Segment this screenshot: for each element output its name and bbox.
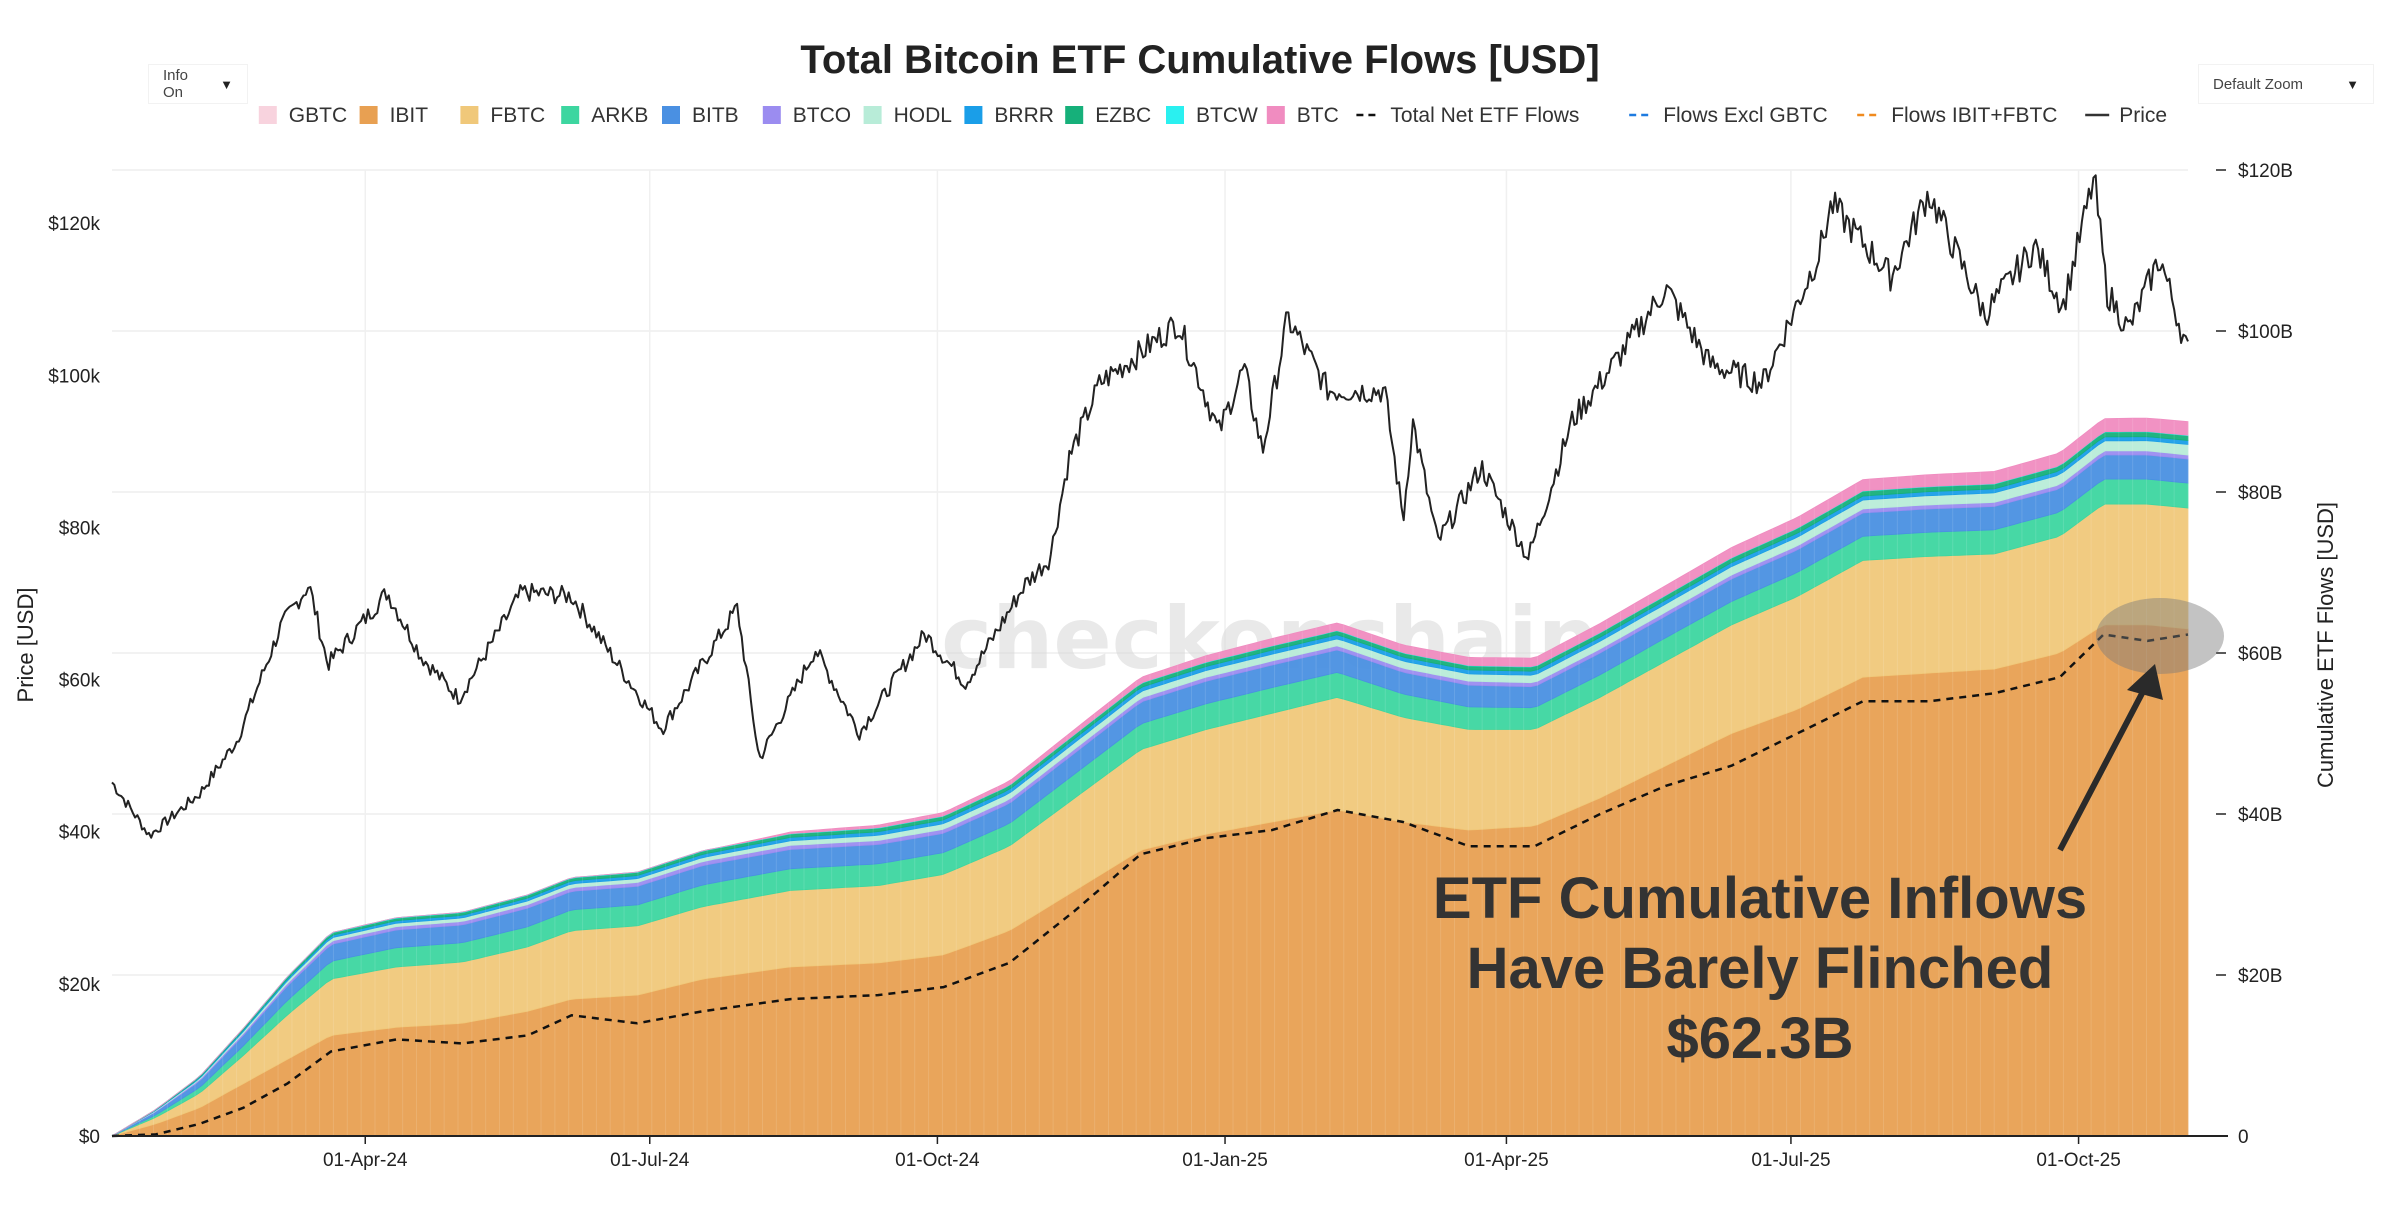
y-left-tick-label: $40k (59, 823, 101, 844)
annotation-line-3: $62.3B (1666, 1006, 1853, 1071)
annotation: ETF Cumulative Inflows Have Barely Flinc… (1433, 598, 2224, 1071)
y-left-tick-label: $0 (79, 1127, 100, 1148)
legend-label: Flows Excl GBTC (1663, 104, 1828, 127)
legend-label: BRRR (994, 104, 1054, 127)
legend-swatch (1166, 106, 1184, 124)
legend-item-ibit[interactable]: IBIT (359, 104, 429, 127)
highlight-ellipse (2096, 598, 2224, 674)
legend-swatch (662, 106, 680, 124)
legend-item-total-net-etf-flows[interactable]: Total Net ETF Flows (1356, 104, 1579, 127)
legend-swatch (258, 106, 277, 124)
legend-item-flows-ibit-fbtc[interactable]: Flows IBIT+FBTC (1857, 104, 2057, 127)
legend-label: Total Net ETF Flows (1390, 104, 1579, 127)
y-left-tick-label: $100k (48, 366, 100, 387)
info-toggle-label: Info On (163, 67, 189, 101)
y-right-tick-label: 0 (2238, 1127, 2249, 1148)
legend-item-btc[interactable]: BTC (1266, 104, 1339, 127)
y-right-tick-label: $20B (2238, 966, 2282, 987)
legend-swatch (1065, 106, 1084, 124)
legend-label: BTCW (1196, 104, 1258, 127)
legend-label: Price (2119, 104, 2167, 127)
x-tick-label: 01-Jan-25 (1182, 1150, 1268, 1171)
chevron-down-icon: ▼ (220, 76, 233, 92)
legend[interactable]: GBTC IBIT FBTC ARKB BITB BTCO HODL BRRR EZBC BTCW… (258, 104, 2167, 127)
line-price (111, 174, 2189, 839)
y-right-tick-label: $40B (2238, 805, 2282, 826)
legend-item-btco[interactable]: BTCO (762, 104, 851, 127)
y-left-tick-label: $80k (59, 518, 101, 539)
legend-swatch (964, 106, 983, 124)
legend-item-brrr[interactable]: BRRR (964, 104, 1054, 127)
y-left-axis-title: Price [USD] (13, 588, 38, 703)
legend-item-ezbc[interactable]: EZBC (1065, 104, 1151, 127)
legend-swatch (762, 106, 781, 124)
legend-item-flows-excl-gbtc[interactable]: Flows Excl GBTC (1629, 104, 1828, 127)
y-right-tick-label: $60B (2238, 644, 2282, 665)
area-btc (111, 417, 2189, 1137)
x-tick-label: 01-Oct-24 (895, 1150, 980, 1171)
legend-label: BITB (692, 104, 739, 127)
legend-label: GBTC (289, 104, 347, 127)
axes: 01-Apr-24 01-Jul-24 01-Oct-24 01-Jan-25 01-A… (48, 161, 2293, 1171)
x-tick-label: 01-Jul-24 (610, 1150, 690, 1171)
y-right-tick-label: $100B (2238, 322, 2293, 343)
legend-item-btcw[interactable]: BTCW (1166, 104, 1258, 127)
line-total-net-etf-flows (111, 633, 2189, 1138)
legend-label: ARKB (591, 104, 648, 127)
y-left-tick-label: $60k (59, 671, 101, 692)
legend-swatch (359, 106, 378, 124)
annotation-arrowhead (2127, 664, 2163, 700)
y-right-axis-title: Cumulative ETF Flows [USD] (2313, 502, 2338, 788)
x-tick-label: 01-Apr-24 (323, 1150, 408, 1171)
line-layer (111, 174, 2189, 1138)
bar-texture (125, 418, 2189, 1136)
legend-label: HODL (894, 104, 952, 127)
legend-label: FBTC (490, 104, 545, 127)
legend-item-arkb[interactable]: ARKB (561, 104, 648, 127)
legend-label: Flows IBIT+FBTC (1891, 104, 2057, 127)
annotation-line-2: Have Barely Flinched (1467, 936, 2054, 1001)
chevron-down-icon: ▼ (2346, 76, 2359, 92)
y-right-tick-label: $120B (2238, 161, 2293, 182)
legend-item-gbtc[interactable]: GBTC (258, 104, 347, 127)
annotation-line-1: ETF Cumulative Inflows (1433, 866, 2087, 931)
legend-swatch (863, 106, 882, 124)
legend-item-price[interactable]: Price (2085, 104, 2167, 127)
x-tick-label: 01-Oct-25 (2036, 1150, 2120, 1171)
info-toggle-dropdown[interactable]: Info On ▼ (148, 64, 248, 104)
legend-swatch (460, 106, 479, 124)
chart-title: Total Bitcoin ETF Cumulative Flows [USD] (800, 38, 1599, 82)
zoom-dropdown[interactable]: Default Zoom ▼ (2198, 64, 2374, 104)
legend-label: BTCO (793, 104, 851, 127)
stacked-area-layer (111, 417, 2189, 1137)
y-left-tick-label: $20k (59, 975, 101, 996)
legend-item-bitb[interactable]: BITB (662, 104, 739, 127)
x-tick-label: 01-Jul-25 (1751, 1150, 1830, 1171)
legend-label: BTC (1297, 104, 1339, 127)
x-tick-label: 01-Apr-25 (1464, 1150, 1549, 1171)
legend-swatch (561, 106, 580, 124)
y-right-tick-label: $80B (2238, 483, 2282, 504)
legend-item-fbtc[interactable]: FBTC (460, 104, 545, 127)
legend-label: EZBC (1095, 104, 1151, 127)
annotation-arrow (2057, 680, 2151, 852)
zoom-label: Default Zoom (2213, 75, 2304, 93)
legend-item-hodl[interactable]: HODL (863, 104, 952, 127)
legend-label: IBIT (390, 104, 429, 127)
legend-swatch (1266, 106, 1285, 124)
y-left-tick-label: $120k (48, 214, 100, 235)
